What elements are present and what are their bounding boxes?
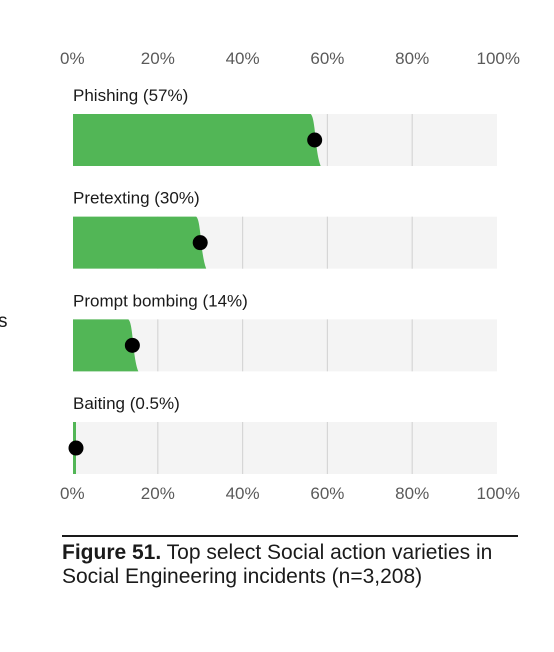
- truncated-side-text: s: [0, 311, 8, 332]
- x-tick-label-bottom: 20%: [141, 484, 175, 503]
- value-marker: [124, 337, 140, 353]
- caption-rule: [62, 535, 518, 537]
- bar: [73, 319, 139, 372]
- value-marker: [192, 235, 208, 251]
- figure-caption: Figure 51. Top select Social action vari…: [62, 541, 522, 589]
- bar: [73, 216, 207, 269]
- x-tick-label-top: 0%: [60, 49, 85, 68]
- bar-track: [73, 319, 497, 372]
- value-marker: [68, 440, 84, 456]
- x-tick-label-bottom: 40%: [226, 484, 260, 503]
- bar-track: [73, 422, 497, 475]
- x-tick-label-bottom: 100%: [477, 484, 520, 503]
- x-tick-label-bottom: 0%: [60, 484, 85, 503]
- value-marker: [307, 132, 323, 148]
- figure-number: Figure 51.: [62, 541, 162, 564]
- bar-chart: 0% 0% 20% 20% 40% 40% 60% 60% 80% 80% 100% 100% Phis…: [60, 49, 520, 503]
- category-label: Prompt bombing (14%): [73, 291, 248, 310]
- category-label: Baiting (0.5%): [73, 394, 180, 413]
- figure-caption-text: Top select Social action varieties in So…: [62, 541, 493, 588]
- x-tick-label-top: 40%: [226, 49, 260, 68]
- x-tick-label-bottom: 80%: [395, 484, 429, 503]
- x-tick-label-top: 100%: [477, 49, 520, 68]
- category-label: Pretexting (30%): [73, 189, 200, 208]
- x-tick-label-top: 20%: [141, 49, 175, 68]
- x-tick-label-top: 60%: [310, 49, 344, 68]
- category-label: Phishing (57%): [73, 86, 188, 105]
- x-tick-label-bottom: 60%: [310, 484, 344, 503]
- bar: [73, 114, 321, 166]
- x-tick-label-top: 80%: [395, 49, 429, 68]
